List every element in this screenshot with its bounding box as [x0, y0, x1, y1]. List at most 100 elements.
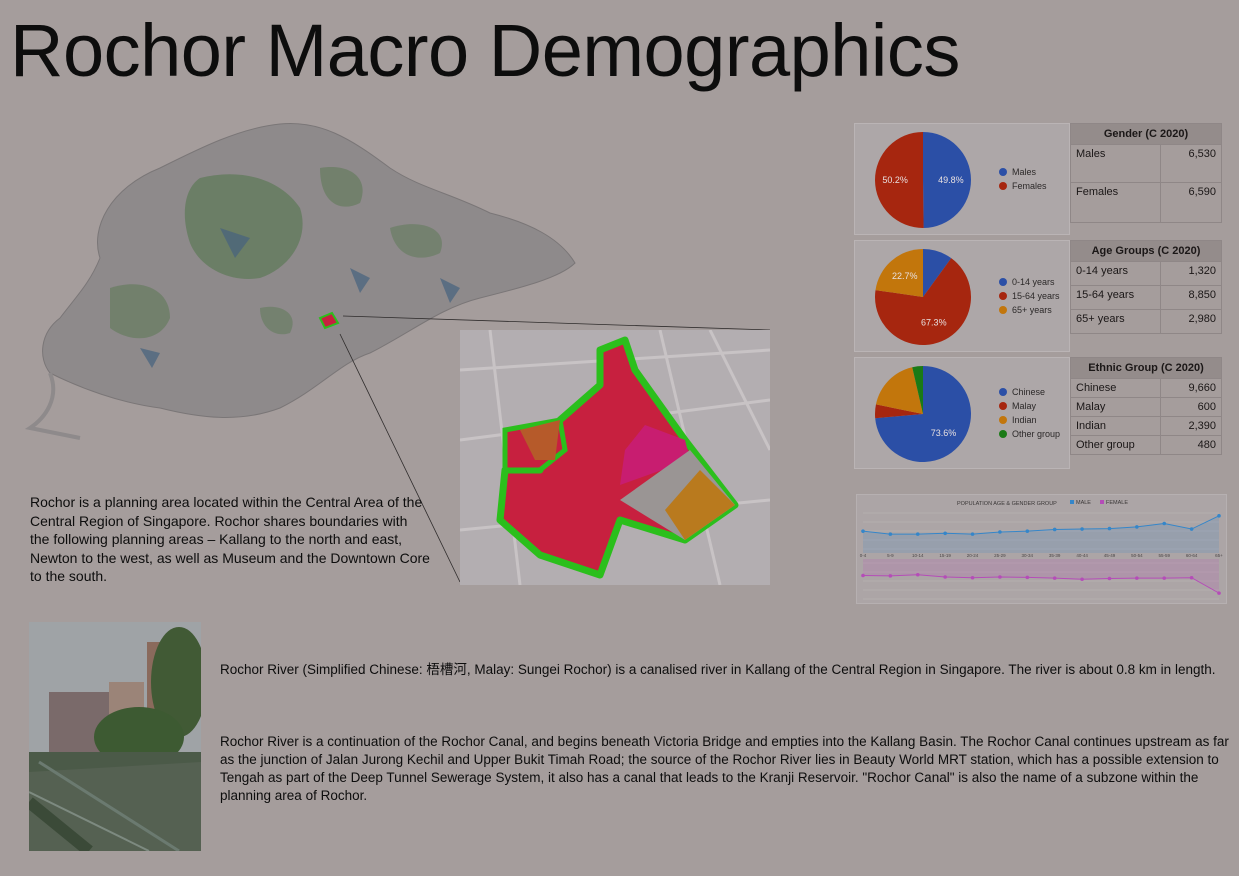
pie-slice-females [875, 132, 924, 228]
x-tick-label: 5-9 [887, 553, 894, 558]
rochor-river-photo [29, 622, 201, 851]
legend-swatch [999, 292, 1007, 300]
table-cell-label: 65+ years [1070, 309, 1161, 334]
legend-swatch [999, 430, 1007, 438]
legend-swatch [999, 416, 1007, 424]
gender-legend: Males Females [999, 165, 1047, 193]
x-tick-label: 10-14 [912, 553, 924, 558]
line-chart-title: POPULATION AGE & GENDER GROUP [957, 501, 1057, 507]
data-point [943, 531, 947, 536]
table-cell-value: 6,530 [1160, 144, 1222, 183]
table-row: 15-64 years 8,850 [1070, 285, 1222, 310]
age-pie-card: 67.3% 22.7% 0-14 years 15-64 years 65+ years [854, 240, 1070, 352]
table-cell-value: 6,590 [1160, 182, 1222, 223]
legend-label: Females [1012, 181, 1047, 191]
data-point [915, 532, 920, 536]
series-area-male [863, 515, 1219, 553]
table-cell-label: Chinese [1070, 378, 1161, 398]
legend-swatch [999, 306, 1007, 314]
age-legend: 0-14 years 15-64 years 65+ years [999, 275, 1060, 317]
data-point [1217, 591, 1221, 595]
table-cell-label: Indian [1070, 416, 1161, 436]
ethnic-table: Ethnic Group (C 2020) Chinese 9,660 Malay 60… [1070, 357, 1222, 455]
data-point [915, 572, 920, 577]
x-tick-label: 50-54 [1131, 553, 1143, 558]
table-title: Gender (C 2020) [1070, 123, 1222, 145]
data-point [943, 575, 947, 579]
intro-paragraph: Rochor is a planning area located within… [30, 494, 430, 585]
data-point [888, 532, 893, 536]
legend-entry: Males [999, 165, 1047, 179]
pie-data-label: 49.8% [938, 175, 964, 185]
pie-slice-chinese [875, 366, 971, 462]
series-area-female [863, 559, 1219, 594]
legend-entry: 0-14 years [999, 275, 1060, 289]
data-point [1135, 576, 1139, 580]
legend-entry: Indian [999, 413, 1060, 427]
table-cell-value: 480 [1160, 435, 1222, 455]
pie-slice-malay [875, 404, 923, 419]
data-point [888, 574, 893, 578]
pie-slice-15-64-years [875, 258, 971, 345]
rochor-zoom-map [460, 330, 770, 585]
x-tick-label: 20-24 [967, 553, 979, 558]
legend-label: FEMALE [1106, 500, 1128, 506]
table-cell-value: 2,390 [1160, 416, 1222, 436]
table-cell-value: 600 [1160, 397, 1222, 417]
page-title: Rochor Macro Demographics [10, 9, 960, 92]
legend-entry: Malay [999, 399, 1060, 413]
legend-entry: Other group [999, 427, 1060, 441]
legend-swatch [1070, 500, 1074, 504]
pie-slice-65-years [875, 249, 923, 297]
table-row: 0-14 years 1,320 [1070, 261, 1222, 286]
data-point [1052, 527, 1057, 532]
table-cell-label: Other group [1070, 435, 1161, 455]
table-cell-label: Males [1070, 144, 1161, 183]
table-row: Chinese 9,660 [1070, 378, 1222, 398]
age-pie: 67.3% 22.7% [875, 249, 971, 345]
legend-label: 15-64 years [1012, 291, 1060, 301]
legend-label: Chinese [1012, 387, 1046, 397]
data-point [1189, 575, 1194, 580]
x-tick-label: 25-29 [994, 553, 1006, 558]
legend-swatch [1100, 500, 1104, 504]
data-point [1080, 527, 1084, 531]
table-cell-label: Malay [1070, 397, 1161, 417]
table-cell-label: 0-14 years [1070, 261, 1161, 286]
pie-data-label: 50.2% [882, 175, 908, 185]
data-point [1217, 514, 1221, 518]
data-point [1107, 576, 1112, 581]
singapore-map [24, 122, 576, 440]
table-cell-value: 2,980 [1160, 309, 1222, 334]
legend-label: 0-14 years [1012, 277, 1055, 287]
data-point [970, 532, 975, 536]
age-table: Age Groups (C 2020) 0-14 years 1,320 15-64 … [1070, 240, 1222, 334]
data-point [970, 575, 975, 580]
table-title: Ethnic Group (C 2020) [1070, 357, 1222, 379]
series-line-male [862, 515, 1220, 535]
x-tick-label: 65+ [1215, 553, 1223, 558]
legend-label: Males [1012, 167, 1037, 177]
ethnic-pie: 73.6% [875, 366, 971, 462]
data-point [861, 573, 865, 578]
legend-entry: Females [999, 179, 1047, 193]
legend-swatch [999, 278, 1007, 286]
table-row: 65+ years 2,980 [1070, 309, 1222, 334]
x-tick-label: 55-59 [1158, 553, 1170, 558]
population-line-chart: POPULATION AGE & GENDER GROUP MALE FEMALE 0… [856, 494, 1227, 604]
x-tick-label: 15-19 [939, 553, 951, 558]
data-point [1025, 575, 1030, 580]
table-cell-label: 15-64 years [1070, 285, 1161, 310]
legend-swatch [999, 402, 1007, 410]
data-point [998, 575, 1002, 579]
data-point [1135, 525, 1139, 529]
table-cell-value: 9,660 [1160, 378, 1222, 398]
data-point [1107, 526, 1112, 531]
legend-label: Indian [1012, 415, 1037, 425]
legend-entry: Chinese [999, 385, 1060, 399]
pie-slice-indian [875, 367, 923, 414]
gender-pie: 49.8% 50.2% [875, 132, 972, 228]
table-cell-value: 8,850 [1160, 285, 1222, 310]
data-point [1025, 529, 1030, 533]
gender-table: Gender (C 2020) Males 6,530 Females 6,590 [1070, 123, 1222, 223]
